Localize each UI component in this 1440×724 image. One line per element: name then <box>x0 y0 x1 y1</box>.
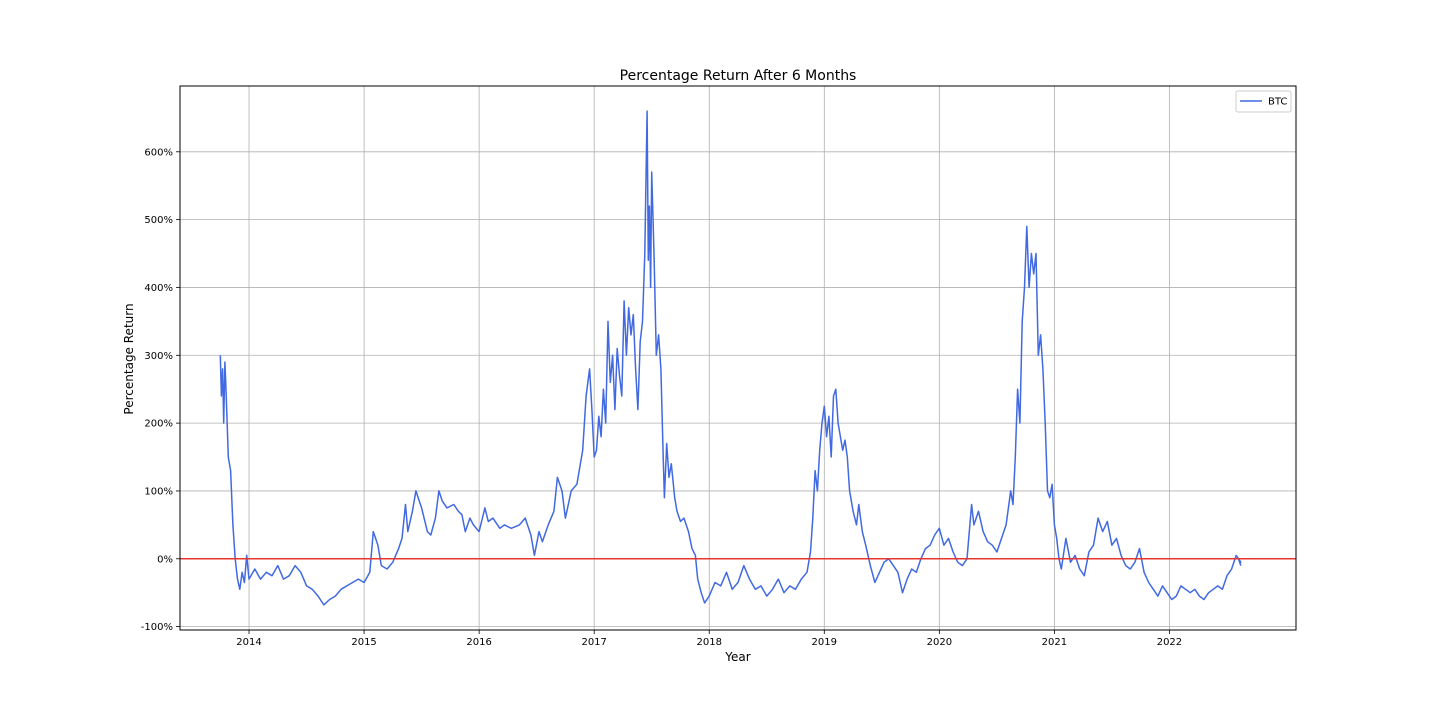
y-axis-ticks: -100% 0% 100% 200% 300% 400% 500% 600% <box>141 147 180 633</box>
y-tick-label: 100% <box>144 486 173 497</box>
y-tick-label: 400% <box>144 283 173 294</box>
x-tick-label: 2019 <box>812 637 837 648</box>
legend-label-btc: BTC <box>1268 97 1287 108</box>
series-line-btc <box>219 110 1242 606</box>
series-layer <box>219 110 1242 606</box>
y-tick-label: 500% <box>144 215 173 226</box>
x-tick-label: 2016 <box>466 637 491 648</box>
y-tick-label: 600% <box>144 147 173 158</box>
x-axis-ticks: 2014 2015 2016 2017 2018 2019 2020 2021 2022 <box>236 630 1182 648</box>
y-tick-label: 200% <box>144 419 173 430</box>
grid-lines <box>180 86 1296 630</box>
legend: BTC <box>1235 90 1292 113</box>
x-tick-label: 2022 <box>1157 637 1182 648</box>
x-axis-title: Year <box>724 650 750 664</box>
y-tick-label: 0% <box>157 554 173 565</box>
chart-title: Percentage Return After 6 Months <box>620 68 857 84</box>
plot-frame <box>179 85 1297 631</box>
x-tick-label: 2020 <box>927 637 952 648</box>
x-tick-label: 2018 <box>697 637 722 648</box>
x-tick-label: 2015 <box>351 637 376 648</box>
x-tick-label: 2021 <box>1042 637 1067 648</box>
legend-box <box>1235 90 1292 113</box>
x-tick-label: 2017 <box>581 637 606 648</box>
x-tick-label: 2014 <box>236 637 261 648</box>
y-tick-label: -100% <box>141 622 173 633</box>
y-tick-label: 300% <box>144 351 173 362</box>
y-axis-title: Percentage Return <box>122 303 136 414</box>
